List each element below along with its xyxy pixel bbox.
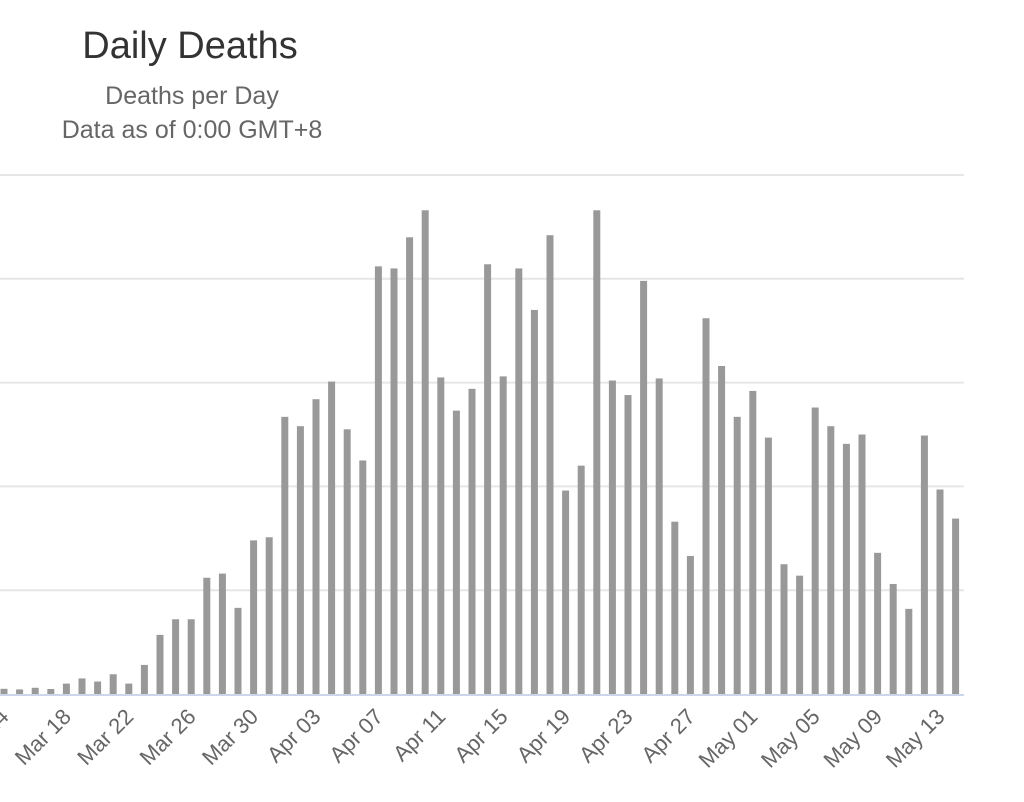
- bar: [172, 619, 180, 694]
- bar: [530, 309, 538, 694]
- x-tick-label: May 09: [818, 704, 887, 773]
- bar: [733, 416, 741, 694]
- bar: [842, 443, 850, 694]
- bar: [281, 416, 289, 694]
- chart-title: Daily Deaths: [82, 25, 297, 67]
- x-tick-label: Mar 18: [10, 704, 76, 770]
- bar: [827, 426, 835, 694]
- bar: [94, 681, 102, 694]
- bar: [468, 388, 476, 694]
- x-tick-label: Apr 03: [262, 704, 326, 768]
- x-tick-label: Apr 15: [449, 704, 513, 768]
- x-tick-label: Mar 14: [0, 704, 14, 770]
- bar: [936, 489, 944, 694]
- bar: [250, 540, 258, 694]
- bar: [858, 434, 866, 694]
- bar: [608, 380, 616, 694]
- bar: [796, 575, 804, 694]
- bar: [343, 429, 351, 694]
- bar: [718, 365, 726, 694]
- x-tick-label: Apr 23: [574, 704, 638, 768]
- bar: [499, 376, 507, 694]
- bar: [624, 395, 632, 694]
- bar: [764, 437, 772, 694]
- bar: [0, 688, 8, 694]
- bar: [920, 435, 928, 694]
- bar: [437, 377, 445, 694]
- bar: [125, 683, 133, 694]
- bar: [655, 378, 663, 694]
- bar: [156, 634, 164, 694]
- x-tick-label: Mar 26: [135, 704, 201, 770]
- bar: [390, 268, 398, 694]
- bar: [374, 266, 382, 694]
- bar: [686, 555, 694, 694]
- x-tick-label: Apr 19: [512, 704, 576, 768]
- bars: [0, 210, 960, 695]
- x-tick-label: May 13: [881, 704, 950, 773]
- bar: [546, 235, 554, 695]
- bar: [16, 689, 24, 694]
- bar: [140, 664, 148, 694]
- bar: [78, 678, 86, 694]
- bar: [187, 619, 195, 694]
- x-tick-label: Apr 11: [388, 704, 450, 766]
- bar: [109, 674, 117, 694]
- bar: [640, 280, 648, 694]
- gridlines: [0, 174, 964, 592]
- x-tick-label: Apr 27: [636, 704, 700, 768]
- bar: [296, 426, 304, 694]
- chart-subtitle-line-2: Data as of 0:00 GMT+8: [62, 116, 323, 144]
- bar: [312, 399, 320, 694]
- bar: [749, 390, 757, 694]
- bar: [593, 210, 601, 695]
- chart-subtitle-line-1: Deaths per Day: [105, 82, 279, 110]
- x-tick-label: Mar 22: [72, 704, 138, 770]
- bar: [577, 465, 585, 694]
- x-tick-label: May 05: [756, 704, 825, 773]
- bar: [780, 564, 788, 694]
- x-tick-label: May 01: [694, 704, 763, 773]
- bar: [874, 552, 882, 694]
- bar: [671, 521, 679, 694]
- bar: [952, 518, 960, 694]
- bar: [359, 460, 367, 694]
- bar: [515, 268, 523, 694]
- bar: [811, 407, 819, 694]
- bar: [62, 683, 70, 694]
- bar: [484, 264, 492, 694]
- bar: [47, 689, 55, 694]
- bar: [421, 210, 429, 695]
- bar: [702, 318, 710, 694]
- bar: [203, 577, 211, 694]
- bar: [452, 410, 460, 694]
- x-tick-label: Mar 30: [197, 704, 263, 770]
- bar: [218, 573, 226, 694]
- bar: [265, 537, 273, 694]
- bar: [889, 583, 897, 694]
- bar: [905, 608, 913, 694]
- bar: [562, 490, 570, 694]
- bar: [406, 237, 414, 694]
- x-tick-label: Apr 07: [324, 704, 388, 768]
- bar: [234, 607, 242, 694]
- bar: [328, 381, 336, 694]
- bar: [31, 687, 39, 694]
